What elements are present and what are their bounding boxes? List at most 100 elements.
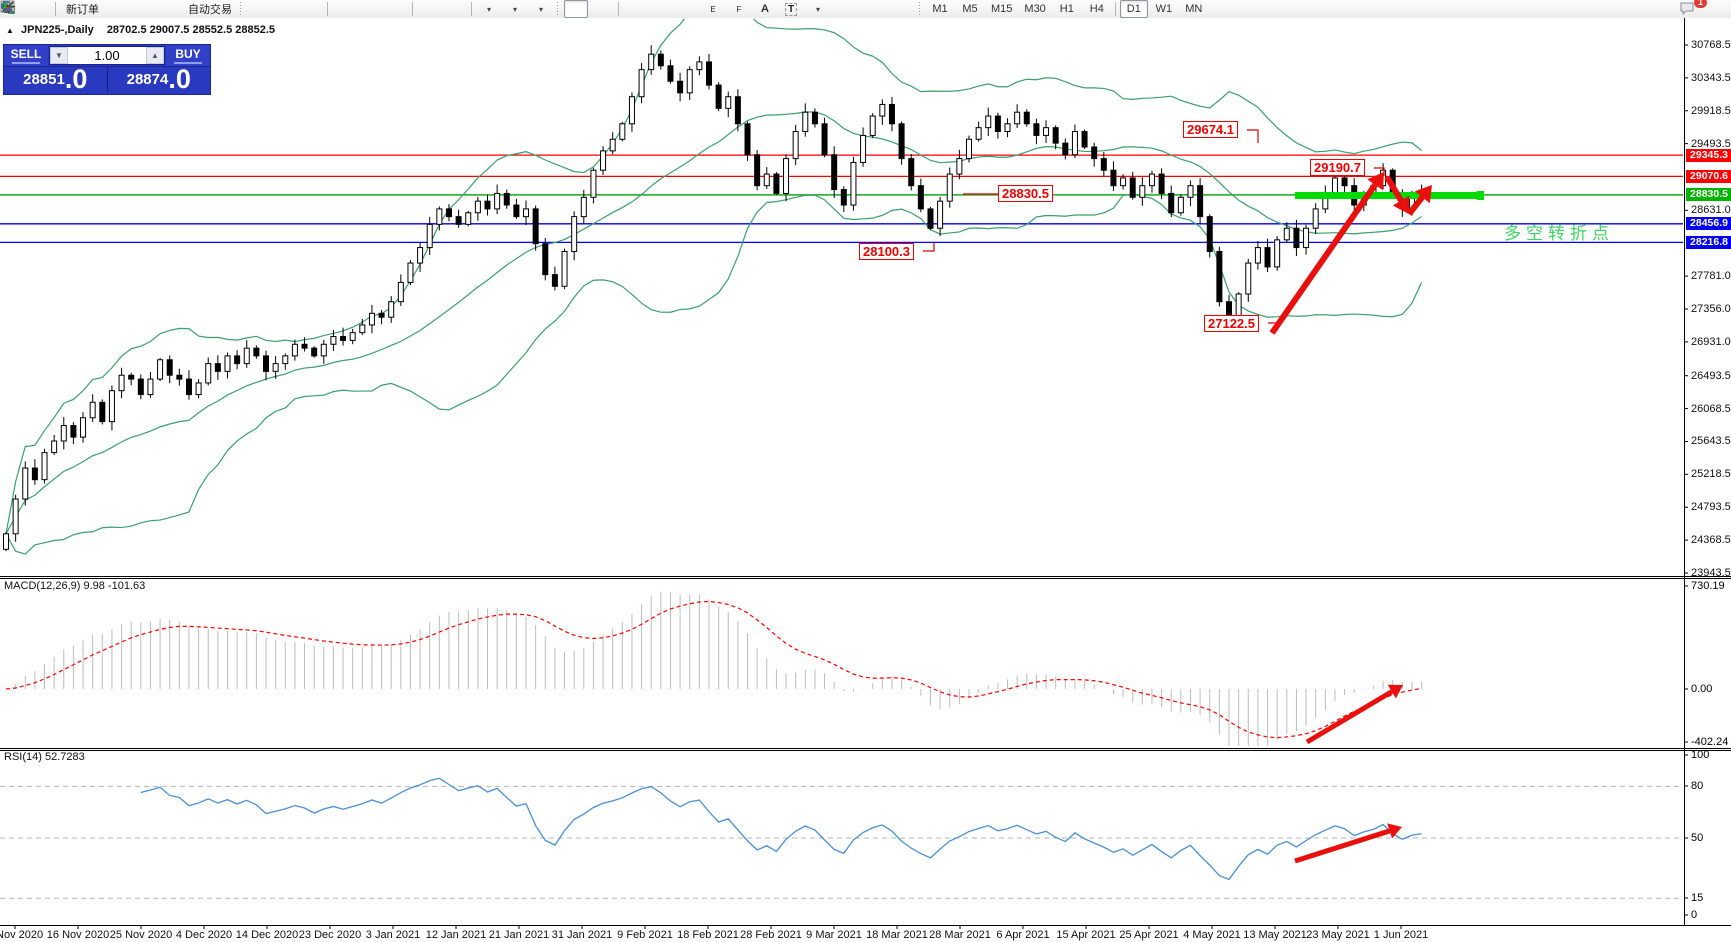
timeframe-m15-button[interactable]: M15 bbox=[991, 3, 1013, 15]
sell-price[interactable]: 28851 .0 bbox=[4, 64, 107, 94]
fibonacci-sub-label: E bbox=[710, 4, 716, 14]
date-tick-label: 3 Jan 2021 bbox=[365, 929, 421, 941]
price-annotation-box[interactable]: 29190.7 bbox=[1310, 159, 1365, 176]
date-tick-label: 9 Mar 2021 bbox=[806, 929, 862, 941]
price-annotation-box[interactable]: 27122.5 bbox=[1204, 315, 1259, 332]
dropdown-caret-icon: ▾ bbox=[815, 4, 820, 14]
chat-bubble-icon bbox=[1680, 2, 1694, 15]
price-level-badge: 29345.3 bbox=[1686, 148, 1731, 162]
buy-price-pips: .0 bbox=[168, 64, 191, 94]
price-tick-label: 25643.5 bbox=[1691, 435, 1731, 448]
date-tick-label: 23 Dec 2020 bbox=[298, 929, 362, 941]
timeframe-w1-button[interactable]: W1 bbox=[1155, 3, 1173, 15]
macd-axis-label: 0.00 bbox=[1691, 683, 1713, 695]
price-tick-label: 23943.5 bbox=[1691, 567, 1731, 579]
toolbar-grip bbox=[556, 2, 560, 16]
timeframe-h4-button[interactable]: H4 bbox=[1089, 3, 1104, 15]
volume-input[interactable]: 1.00 bbox=[94, 48, 120, 63]
date-tick-label: 21 Jan 2021 bbox=[488, 929, 550, 941]
notifications-button[interactable]: 1 bbox=[1678, 0, 1707, 18]
date-tick-label: 12 Jan 2021 bbox=[425, 929, 487, 941]
dropdown-caret-icon: ▾ bbox=[486, 4, 491, 14]
label-tool-button[interactable]: T bbox=[779, 0, 803, 18]
toolbar-grip bbox=[239, 2, 243, 16]
timeframe-h1-button[interactable]: H1 bbox=[1059, 3, 1074, 15]
timeframe-mn-button[interactable]: MN bbox=[1185, 3, 1203, 15]
date-tick-label: 5 Nov 2020 bbox=[0, 929, 44, 941]
toolbar-separator bbox=[1114, 2, 1116, 16]
date-tick-label: 15 Apr 2021 bbox=[1056, 929, 1116, 941]
buy-button-label: BUY bbox=[175, 47, 201, 61]
price-tick-label: 27781.0 bbox=[1691, 270, 1731, 283]
chart-symbol-period: JPN225-,Daily bbox=[20, 24, 94, 36]
price-tick-label: 30343.5 bbox=[1691, 71, 1731, 84]
main-toolbar: 新订单 自动交易 bbox=[0, 0, 1731, 19]
price-tick-label: 29493.5 bbox=[1691, 137, 1731, 150]
one-click-trading-panel: SELL ▼ 1.00 ▲ BUY 28851 .0 28874 .0 bbox=[3, 44, 211, 95]
price-level-badge: 28830.5 bbox=[1686, 188, 1731, 202]
toolbar-right-group: 1 bbox=[1, 0, 1707, 18]
text-tool-label: A bbox=[761, 3, 769, 15]
dropdown-caret-icon: ▾ bbox=[538, 4, 543, 14]
price-tick-label: 24793.5 bbox=[1691, 501, 1731, 514]
collapse-triangle-icon[interactable]: ▲ bbox=[6, 26, 14, 35]
date-tick-label: 23 May 2021 bbox=[1306, 929, 1370, 941]
chart-ohlc-values: 28702.5 29007.5 28552.5 28852.5 bbox=[106, 24, 276, 36]
timeframe-d1-button[interactable]: D1 bbox=[1119, 0, 1148, 18]
buy-button[interactable]: BUY bbox=[166, 45, 210, 66]
date-tick-label: 16 Nov 2020 bbox=[46, 929, 110, 941]
price-tick-label: 26493.5 bbox=[1691, 369, 1731, 382]
price-tick-label: 30768.5 bbox=[1691, 39, 1731, 51]
date-tick-label: 18 Mar 2021 bbox=[866, 929, 928, 941]
price-tick-label: 24368.5 bbox=[1691, 534, 1731, 547]
buy-price[interactable]: 28874 .0 bbox=[108, 64, 211, 94]
price-annotation-box[interactable]: 28100.3 bbox=[859, 243, 914, 260]
sell-button-label: SELL bbox=[10, 47, 42, 61]
channel-sub-label: F bbox=[736, 4, 742, 14]
autotrading-label: 自动交易 bbox=[188, 4, 232, 16]
volume-control: ▼ 1.00 ▲ bbox=[49, 46, 165, 65]
dropdown-caret-icon: ▾ bbox=[512, 4, 517, 14]
timeframe-m1-button[interactable]: M1 bbox=[932, 3, 948, 15]
price-tick-label: 29918.5 bbox=[1691, 104, 1731, 117]
search-button[interactable] bbox=[1, 0, 1676, 18]
price-level-badge: 29070.6 bbox=[1686, 169, 1731, 183]
date-tick-label: 9 Feb 2021 bbox=[617, 929, 673, 941]
price-level-badge: 28216.8 bbox=[1686, 235, 1731, 249]
label-tool-glyph: T bbox=[784, 2, 798, 16]
date-tick-label: 25 Apr 2021 bbox=[1119, 929, 1179, 941]
timeframe-m5-button[interactable]: M5 bbox=[962, 3, 978, 15]
price-tick-label: 25218.5 bbox=[1691, 468, 1731, 481]
price-tick-label: 26931.0 bbox=[1691, 335, 1731, 348]
rsi-axis-label: 0 bbox=[1691, 909, 1698, 921]
date-tick-label: 28 Mar 2021 bbox=[929, 929, 991, 941]
rsi-axis-label: 15 bbox=[1691, 892, 1704, 904]
sell-price-pips: .0 bbox=[64, 64, 88, 94]
date-tick-label: 14 Dec 2020 bbox=[235, 929, 299, 941]
sell-button[interactable]: SELL bbox=[4, 45, 48, 66]
date-tick-label: 31 Jan 2021 bbox=[551, 929, 613, 941]
turning-point-annotation: 多空转折点 bbox=[1504, 224, 1614, 243]
notification-badge: 1 bbox=[1693, 0, 1707, 8]
price-annotation-box[interactable]: 29674.1 bbox=[1183, 121, 1238, 138]
timeframe-m30-button[interactable]: M30 bbox=[1024, 3, 1046, 15]
date-tick-label: 28 Feb 2021 bbox=[740, 929, 802, 941]
price-tick-label: 26068.5 bbox=[1691, 402, 1731, 415]
rsi-axis-label: 50 bbox=[1691, 832, 1704, 844]
price-tick-label: 27356.0 bbox=[1691, 303, 1731, 315]
macd-axis-label: -402.24 bbox=[1691, 736, 1729, 748]
price-annotation-box[interactable]: 28830.5 bbox=[998, 185, 1053, 202]
buy-underline bbox=[174, 62, 202, 64]
date-tick-label: 1 Jun 2021 bbox=[1373, 929, 1429, 941]
rsi-axis-label: 80 bbox=[1691, 780, 1704, 792]
text-tool-button[interactable]: A bbox=[753, 0, 777, 18]
toolbar-separator bbox=[412, 2, 413, 16]
price-level-badge: 28456.9 bbox=[1686, 217, 1731, 231]
volume-increase-button[interactable]: ▲ bbox=[146, 47, 164, 64]
date-tick-label: 25 Nov 2020 bbox=[109, 929, 173, 941]
toolbar-separator bbox=[55, 2, 56, 16]
price-divider bbox=[106, 67, 108, 93]
volume-decrease-button[interactable]: ▼ bbox=[50, 47, 68, 64]
